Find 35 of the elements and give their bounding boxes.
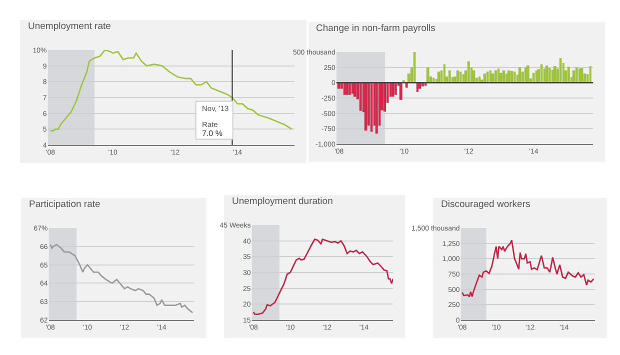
- bar: [510, 71, 513, 83]
- bar: [399, 82, 402, 100]
- line-series: [252, 238, 394, 315]
- chart-title: Unemployment rate: [28, 21, 111, 32]
- bar: [543, 68, 546, 83]
- chart-title: Discouraged workers: [441, 199, 530, 210]
- bar: [494, 70, 497, 83]
- chart-title: Unemployment duration: [232, 196, 333, 207]
- bar: [548, 68, 551, 83]
- bar: [499, 72, 502, 83]
- bar: [448, 70, 451, 83]
- bar: [462, 74, 464, 83]
- bar: [348, 82, 351, 95]
- line-series: [50, 244, 194, 314]
- bar: [567, 66, 570, 83]
- bar: [394, 82, 397, 95]
- bar: [507, 70, 510, 83]
- bar: [426, 67, 430, 83]
- bar: [589, 66, 592, 83]
- bar: [343, 82, 346, 95]
- bar: [443, 64, 446, 83]
- bar: [575, 67, 578, 83]
- chart-title: Change in non-farm payrolls: [316, 23, 436, 34]
- bar: [521, 72, 524, 83]
- bar: [353, 82, 356, 97]
- bar: [359, 82, 362, 111]
- bar: [526, 65, 530, 83]
- bar: [375, 82, 378, 134]
- chart-title: Participation rate: [29, 199, 100, 210]
- annotation: 7.0 %: [202, 129, 222, 138]
- bar: [383, 82, 386, 112]
- line-series: [50, 50, 293, 132]
- bar: [553, 66, 556, 83]
- bar: [467, 61, 470, 83]
- line-series: [462, 240, 594, 298]
